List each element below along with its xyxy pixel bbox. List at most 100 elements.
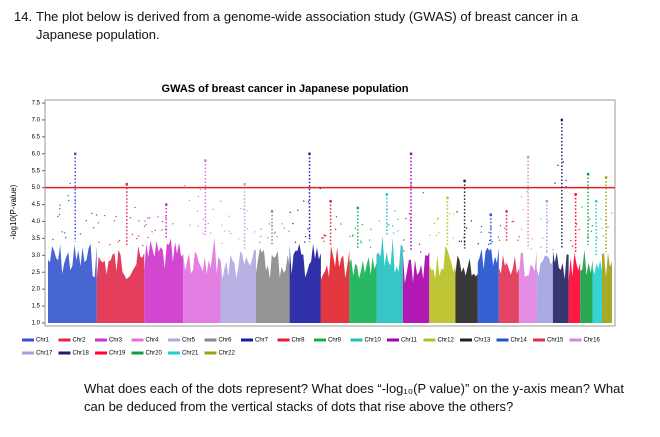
snp-dot	[335, 228, 337, 230]
snp-dot	[611, 212, 613, 214]
peak-dot	[586, 172, 590, 176]
snp-dot	[91, 212, 93, 214]
snp-dot	[465, 227, 468, 229]
snp-dot	[188, 199, 191, 201]
snp-dot	[274, 231, 276, 233]
snp-dot	[601, 227, 603, 229]
y-tick-label: 2.5	[32, 270, 41, 276]
snp-dot	[115, 215, 117, 218]
snp-dot	[240, 208, 242, 210]
snp-dot	[134, 206, 136, 209]
snp-dot	[307, 228, 309, 230]
snp-dot	[530, 248, 532, 250]
peak-dot	[204, 159, 207, 162]
peak-dot	[545, 199, 549, 203]
snp-dot	[470, 220, 472, 222]
snp-dot	[97, 222, 99, 224]
snp-dot	[228, 215, 230, 217]
snp-dot	[74, 200, 76, 202]
snp-dot	[463, 241, 466, 243]
snp-dot	[289, 211, 291, 213]
snp-cloud	[536, 255, 553, 323]
snp-dot	[59, 208, 61, 210]
snp-dot	[392, 225, 394, 227]
legend-label: Chr6	[219, 338, 233, 344]
y-tick-label: 1.0	[32, 321, 41, 327]
snp-dot	[325, 235, 327, 237]
snp-dot	[490, 227, 492, 229]
snp-dot	[452, 237, 454, 239]
legend-label: Chr13	[474, 338, 491, 344]
snp-dot	[57, 215, 59, 218]
snp-dot	[288, 230, 290, 232]
snp-dot	[410, 183, 412, 185]
snp-dot	[572, 245, 574, 247]
snp-dot	[517, 239, 519, 241]
snp-dot	[437, 217, 439, 219]
snp-dot	[497, 236, 500, 238]
legend-label: Chr1	[36, 338, 50, 344]
snp-dot	[138, 235, 140, 237]
snp-dot	[184, 185, 186, 187]
snp-dot	[69, 182, 71, 185]
snp-dot	[305, 236, 307, 238]
peak-dot	[308, 152, 311, 155]
snp-dot	[199, 189, 201, 191]
snp-dot	[189, 224, 191, 226]
snp-dot	[361, 223, 363, 226]
snp-dot	[554, 182, 556, 184]
snp-dot	[147, 236, 149, 238]
snp-dot	[292, 223, 294, 225]
snp-cloud	[183, 238, 221, 323]
snp-dot	[161, 220, 163, 223]
snp-dot	[435, 234, 437, 236]
legend-label: Chr5	[182, 338, 196, 344]
legend-label: Chr15	[547, 338, 564, 344]
y-tick-label: 6.0	[32, 151, 41, 157]
question-number: 14.	[14, 9, 33, 24]
snp-dot	[259, 241, 261, 243]
snp-dot	[498, 239, 501, 241]
peak-dot	[574, 193, 577, 196]
snp-dot	[403, 239, 405, 241]
snp-dot	[52, 238, 54, 240]
peak-dot	[74, 152, 77, 155]
snp-dot	[113, 220, 115, 222]
snp-dot	[323, 234, 325, 236]
snp-dot	[419, 243, 421, 245]
snp-dot	[388, 224, 390, 226]
legend-label: Chr11	[401, 338, 418, 344]
snp-dot	[393, 232, 395, 234]
snp-cloud	[429, 245, 456, 323]
snp-dot	[145, 224, 147, 226]
snp-cloud	[498, 254, 519, 323]
snp-dot	[387, 224, 389, 226]
snp-dot	[335, 216, 338, 218]
snp-dot	[144, 220, 146, 222]
peak-dot	[165, 203, 168, 206]
snp-dot	[165, 216, 167, 219]
snp-cloud	[48, 243, 97, 323]
snp-cloud	[289, 243, 321, 323]
snp-cloud	[144, 238, 184, 323]
snp-dot	[138, 220, 140, 222]
y-tick-label: 4.0	[32, 219, 41, 225]
snp-dot	[600, 218, 602, 220]
question-text: The plot below is derived from a genome-…	[36, 9, 579, 42]
snp-dot	[309, 235, 311, 237]
snp-dot	[453, 213, 455, 215]
snp-dot	[360, 240, 362, 242]
snp-dot	[500, 225, 502, 227]
snp-cloud	[402, 252, 430, 323]
snp-cloud	[477, 247, 499, 323]
peak-dot	[356, 206, 359, 210]
snp-dot	[238, 238, 240, 240]
snp-dot	[268, 223, 270, 225]
snp-dot	[151, 231, 153, 233]
snp-dot	[64, 232, 66, 234]
snp-dot	[408, 213, 410, 215]
snp-dot	[420, 251, 422, 253]
snp-dot	[161, 229, 163, 231]
snp-dot	[513, 220, 515, 223]
